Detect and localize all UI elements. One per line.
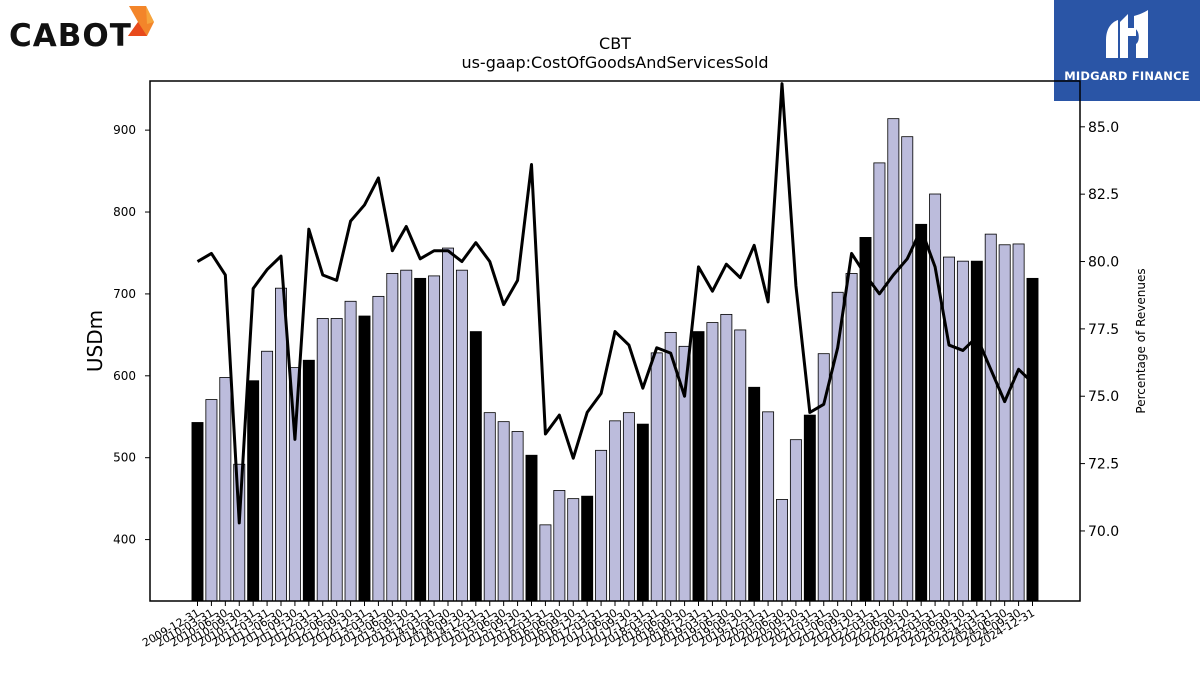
bar [261,350,274,602]
bar [803,414,816,602]
bar [567,498,580,602]
bar [372,295,385,602]
bar [455,269,468,602]
bar [275,287,287,602]
chart-subtitle: us-gaap:CostOfGoodsAndServicesSold [461,53,768,72]
bar [762,411,775,602]
y2-tick-label: 80.0 [1088,255,1119,271]
bar [998,244,1011,602]
chart-title: CBT [599,34,631,53]
y-axis-label: USDm [83,310,107,372]
y-tick-label: 600 [113,369,136,383]
bar [859,237,872,602]
y2-tick-label: 70.0 [1088,524,1119,540]
bar [901,136,914,602]
bar [205,399,218,602]
bar [636,423,649,602]
bar [191,422,204,602]
y2-tick-label: 82.5 [1088,187,1119,203]
cabot-wordmark: CABOT [9,18,132,54]
bar [386,273,399,602]
bar [469,331,482,602]
bar [845,273,858,602]
y2-tick-label: 72.5 [1088,457,1119,473]
bar [595,449,608,602]
bar [219,377,232,602]
y2-tick-label: 77.5 [1088,322,1119,338]
cabot-logo: CABOT [4,4,164,54]
y2-tick-label: 85.0 [1088,120,1119,136]
y-tick-label: 500 [113,451,136,465]
bar [734,329,747,602]
bar [664,331,677,602]
bar [776,499,788,602]
bar [650,352,663,602]
bar [720,313,733,602]
bar [748,386,761,602]
y2-tick-label: 75.0 [1088,389,1119,405]
bar [984,233,997,602]
bar [442,247,454,602]
bar [497,421,510,602]
line-path [196,82,1034,525]
bar [400,269,413,602]
bar [887,118,900,602]
midgard-wordmark: MIDGARD FINANCE [1064,69,1190,83]
bar [414,277,427,602]
y-tick-label: 900 [113,123,136,137]
bar-series [191,118,1039,602]
cabot-flame-icon [128,6,154,36]
bar [692,331,705,602]
plot-frame [149,80,1081,602]
midgard-emblem-icon [1106,10,1148,58]
bar [873,162,886,602]
bar [970,260,983,602]
bar [483,412,496,602]
bar [511,431,524,602]
bar [302,359,315,602]
bar [581,495,594,602]
bar [247,380,260,602]
bar [622,412,635,602]
bar [1012,243,1025,602]
bar [539,524,552,602]
y2-axis-label: Percentage of Revenues [1134,268,1148,413]
line-series [196,82,1034,525]
bar [553,490,566,602]
y-tick-label: 700 [113,287,136,301]
bar [428,275,441,602]
bar [344,300,357,602]
bar [1026,277,1039,602]
bar [358,315,371,602]
bar [706,322,719,602]
midgard-finance-logo: MIDGARD FINANCE [1054,0,1200,101]
bar [956,260,969,602]
y-tick-label: 400 [113,533,136,547]
bar [789,439,802,602]
bar [330,318,343,602]
bar [525,454,538,602]
bar [316,318,329,602]
axes: 400 500 600 700 800 900 70.0 72.5 75.0 77.5 80.0 82… [113,120,1119,650]
bar [915,223,928,602]
y-tick-label: 800 [113,205,136,219]
bar [943,256,955,602]
bar [233,463,246,602]
bar [609,420,621,602]
